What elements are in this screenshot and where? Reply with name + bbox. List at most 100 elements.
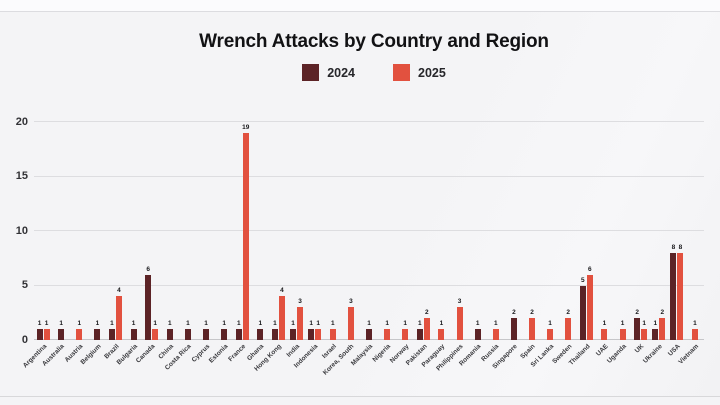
- bar-2025-Paraguay[interactable]: 1: [438, 320, 445, 340]
- bar-2025-Philippines[interactable]: 3: [456, 298, 463, 340]
- bar-value-label: 2: [635, 309, 639, 317]
- bar-value-label: 1: [291, 320, 295, 328]
- y-tick-label-0: 0: [21, 333, 28, 346]
- bar-2024-Cyprus[interactable]: 1: [203, 320, 210, 340]
- bar-2024-India[interactable]: 1: [290, 320, 297, 340]
- bar-2024-Romania[interactable]: 1: [474, 320, 481, 340]
- bar-2024-Canada[interactable]: 6: [145, 266, 152, 340]
- bar-2025-Argentina[interactable]: 1: [43, 320, 50, 340]
- bar-2025-Thailand[interactable]: 6: [586, 266, 593, 340]
- bar-2024-Thailand[interactable]: 5: [579, 277, 586, 340]
- category-column-Sri Lanka: 1: [541, 122, 559, 340]
- bar-value-label: 1: [77, 320, 82, 328]
- legend-swatch-2025: [393, 64, 410, 81]
- bar-2025-Sweden[interactable]: 2: [565, 309, 572, 340]
- category-column-Romania: 1: [469, 122, 487, 340]
- bar-2024-Belgium[interactable]: 1: [94, 320, 101, 340]
- bar-2025-Russia[interactable]: 1: [492, 320, 499, 340]
- bar-value-label: 8: [678, 243, 683, 251]
- bar-2024-Australia[interactable]: 1: [58, 320, 65, 340]
- legend-item-2025[interactable]: 2025: [393, 64, 446, 81]
- bar-value-label: 1: [168, 320, 172, 328]
- category-column-Vietnam: 1: [686, 122, 704, 340]
- category-column-Hong Kong: 14: [269, 122, 287, 340]
- x-column-Singapore: Singapore: [491, 340, 523, 386]
- bar-value-label: 1: [642, 320, 646, 328]
- plot-area: 0 5 10 15 20 1 1 1 1 1 1 4 1 6 1 1 1 1 1 1 19 1 1 4 1 3 1 1 1 3 1 1 1 1 2 1…: [16, 116, 704, 346]
- category-column-China: 1: [161, 122, 179, 340]
- bar-2024-UK[interactable]: 2: [634, 309, 641, 340]
- chart: 0 5 10 15 20 1 1 1 1 1 1 4 1 6 1 1 1 1 1 1 19 1 1 4 1 3 1 1 1 3 1 1 1 1 2 1…: [0, 116, 720, 386]
- category-column-Malaysia: 1: [360, 122, 378, 340]
- bar-value-label: 6: [588, 265, 592, 273]
- y-tick-label-5: 5: [21, 279, 28, 291]
- bar-value-label: 1: [44, 320, 49, 328]
- bar-2025-Uganda[interactable]: 1: [619, 320, 626, 340]
- bar-2025-UAE[interactable]: 1: [601, 320, 608, 340]
- bar-2025-Sri Lanka[interactable]: 1: [547, 320, 554, 340]
- x-tick-label-USA: USA: [667, 343, 682, 358]
- category-column-Korea, South: 3: [342, 122, 360, 340]
- bar-value-label: 1: [403, 320, 408, 328]
- bar-2024-Ukraine[interactable]: 1: [652, 320, 659, 340]
- bar-2025-Korea, South[interactable]: 3: [347, 298, 354, 340]
- bar-2024-Pakistan[interactable]: 1: [416, 320, 423, 340]
- bar-2024-Argentina[interactable]: 1: [36, 320, 43, 340]
- bar-value-label: 1: [204, 320, 208, 328]
- bar-value-label: 1: [620, 320, 625, 328]
- category-column-Russia: 1: [487, 122, 505, 340]
- bar-2024-France[interactable]: 1: [235, 320, 242, 340]
- x-column-Romania: Romania: [458, 340, 487, 386]
- bar-2025-USA[interactable]: 8: [677, 244, 684, 340]
- bar-2024-Costa Rica[interactable]: 1: [184, 320, 191, 340]
- bar-2025-Ukraine[interactable]: 2: [659, 309, 666, 340]
- bar-value-label: 1: [602, 320, 607, 328]
- bar-value-label: 3: [298, 298, 302, 306]
- bar-2025-Pakistan[interactable]: 2: [423, 309, 430, 340]
- bar-2025-Canada[interactable]: 1: [152, 320, 159, 340]
- bar-2024-Singapore[interactable]: 2: [510, 309, 517, 340]
- bar-2024-Indonesia[interactable]: 1: [308, 320, 315, 340]
- bar-2024-Estonia[interactable]: 1: [221, 320, 228, 340]
- bar-2025-Vietnam[interactable]: 1: [691, 320, 698, 340]
- bar-value-label: 2: [530, 309, 534, 317]
- legend-item-2024[interactable]: 2024: [302, 64, 355, 81]
- category-column-Spain: 2: [523, 122, 541, 340]
- bar-2025-India[interactable]: 3: [297, 298, 304, 340]
- category-column-France: 1 19: [233, 122, 251, 340]
- bar-2024-Malaysia[interactable]: 1: [366, 320, 373, 340]
- bar-2024-USA[interactable]: 8: [670, 244, 677, 340]
- bar-2024-Brazil[interactable]: 1: [108, 320, 115, 340]
- bar-2025-UK[interactable]: 1: [641, 320, 648, 340]
- gridline-20: [34, 121, 704, 122]
- bar-2024-China[interactable]: 1: [166, 320, 173, 340]
- y-tick-label-15: 15: [15, 170, 28, 182]
- bar-2024-Ghana[interactable]: 1: [257, 320, 264, 340]
- bar-2025-Nigeria[interactable]: 1: [384, 320, 391, 340]
- category-column-Cyprus: 1: [197, 122, 215, 340]
- bar-2025-Hong Kong[interactable]: 4: [278, 287, 285, 340]
- bar-2024-Hong Kong[interactable]: 1: [271, 320, 278, 340]
- bar-2025-Spain[interactable]: 2: [529, 309, 535, 340]
- bar-2025-France[interactable]: 19: [242, 124, 249, 340]
- bar-2025-Austria[interactable]: 1: [76, 320, 83, 340]
- bar-value-label: 1: [439, 320, 444, 328]
- bar-value-label: 1: [222, 320, 226, 328]
- page-top-strip: [0, 0, 720, 12]
- page-bottom-strip: [0, 396, 720, 405]
- category-column-Australia: 1: [52, 122, 70, 340]
- bar-value-label: 1: [309, 320, 313, 328]
- bar-2025-Israel[interactable]: 1: [329, 320, 336, 340]
- bar-2025-Norway[interactable]: 1: [402, 320, 409, 340]
- bar-value-label: 1: [59, 320, 63, 328]
- gridline-10: [34, 230, 704, 231]
- bar-value-label: 8: [671, 243, 676, 251]
- x-tick-label-UK: UK: [634, 343, 646, 355]
- bar-2024-Bulgaria[interactable]: 1: [130, 320, 137, 340]
- bar-2025-Indonesia[interactable]: 1: [315, 320, 322, 340]
- x-column-France: France: [227, 340, 251, 386]
- bar-2025-Brazil[interactable]: 4: [115, 287, 122, 340]
